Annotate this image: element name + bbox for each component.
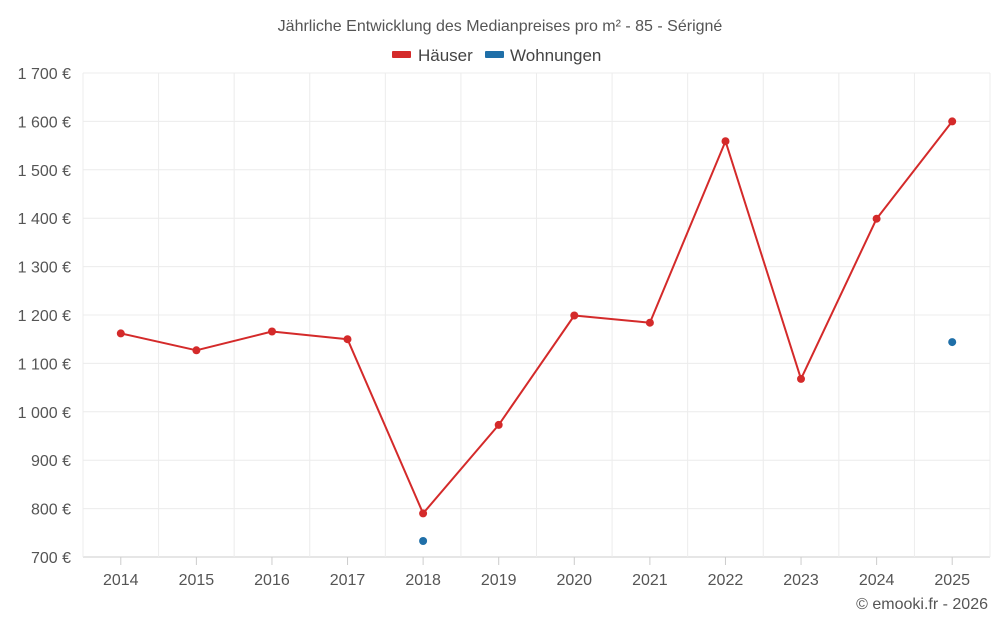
y-tick-label: 1 300 € <box>18 260 71 277</box>
legend-label-haeuser[interactable]: Häuser <box>418 46 473 65</box>
x-tick-label: 2017 <box>330 572 366 589</box>
x-tick-label: 2016 <box>254 572 290 589</box>
y-tick-label: 800 € <box>31 502 71 519</box>
x-tick-label: 2021 <box>632 572 668 589</box>
y-tick-label: 700 € <box>31 550 71 567</box>
data-point-haeuser-2025[interactable] <box>948 117 957 126</box>
y-tick-label: 1 000 € <box>18 405 71 422</box>
x-tick-label: 2024 <box>859 572 895 589</box>
x-tick-label: 2019 <box>481 572 517 589</box>
series <box>116 117 957 545</box>
y-tick-label: 1 700 € <box>18 66 71 83</box>
x-axis-ticks: 2014 2015 2016 2017 2018 2019 2020 2021 2022 2023… <box>103 557 970 589</box>
series-line-haeuser <box>120 120 953 515</box>
credit-text: © emooki.fr - 2026 <box>856 596 988 613</box>
y-tick-label: 1 200 € <box>18 308 71 325</box>
legend-label-wohnungen[interactable]: Wohnungen <box>510 46 601 65</box>
data-point-haeuser-2015[interactable] <box>192 346 201 355</box>
x-tick-label: 2023 <box>783 572 819 589</box>
data-point-haeuser-2024[interactable] <box>872 214 881 223</box>
y-tick-label: 1 100 € <box>18 356 71 373</box>
legend-swatch-wohnungen <box>485 51 504 58</box>
x-tick-label: 2022 <box>708 572 744 589</box>
y-tick-label: 1 400 € <box>18 211 71 228</box>
x-tick-label: 2014 <box>103 572 139 589</box>
data-point-haeuser-2019[interactable] <box>494 420 503 429</box>
legend: Häuser Wohnungen <box>392 46 601 65</box>
data-point-haeuser-2023[interactable] <box>797 374 805 383</box>
y-axis-ticks: 700 € 800 € 900 € 1 000 € 1 100 € 1 200 € 1 30… <box>18 66 71 567</box>
x-tick-label: 2015 <box>179 572 215 589</box>
grid <box>82 72 991 558</box>
data-point-haeuser-2020[interactable] <box>570 311 579 320</box>
chart-title: Jährliche Entwicklung des Medianpreises … <box>278 18 723 35</box>
y-tick-label: 900 € <box>31 453 71 470</box>
data-point-wohnungen-2018[interactable] <box>419 537 428 545</box>
x-tick-label: 2025 <box>934 572 970 589</box>
data-point-haeuser-2018[interactable] <box>419 509 428 518</box>
y-tick-label: 1 500 € <box>18 163 71 180</box>
data-point-haeuser-2014[interactable] <box>116 329 125 338</box>
data-point-haeuser-2016[interactable] <box>268 327 276 336</box>
y-tick-label: 1 600 € <box>18 114 71 131</box>
data-point-haeuser-2021[interactable] <box>645 318 654 327</box>
legend-swatch-haeuser <box>392 51 411 58</box>
x-tick-label: 2020 <box>556 572 592 589</box>
data-point-haeuser-2022[interactable] <box>721 137 730 146</box>
x-tick-label: 2018 <box>405 572 441 589</box>
data-point-haeuser-2017[interactable] <box>343 335 352 344</box>
data-point-wohnungen-2025[interactable] <box>948 338 957 347</box>
